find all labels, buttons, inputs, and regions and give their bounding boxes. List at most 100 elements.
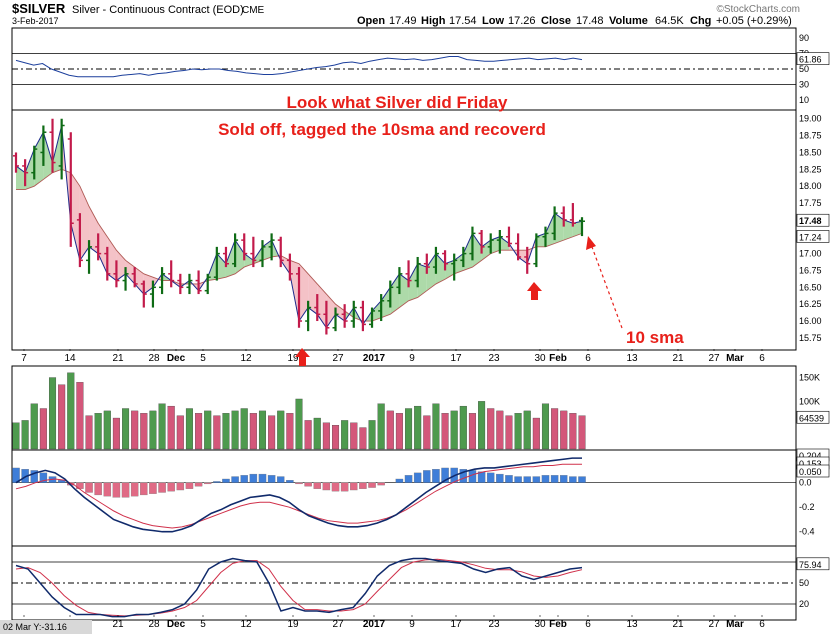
- axis-value-box: [796, 410, 830, 424]
- sma-band: [43, 132, 53, 180]
- macd-histogram-bar: [158, 482, 166, 493]
- volume-bar: [240, 408, 248, 450]
- price-bar: [451, 253, 458, 281]
- macd-histogram-bar: [304, 482, 312, 487]
- x-tick-label: 21: [672, 619, 684, 630]
- y-tick-label: 18.75: [799, 131, 822, 141]
- price-bar: [496, 230, 503, 254]
- y-tick-label: 17.48: [799, 216, 822, 226]
- macd-histogram-bar: [176, 482, 185, 491]
- volume-bar: [478, 401, 486, 450]
- y-tick-label: 50: [799, 578, 809, 588]
- sma-band: [134, 267, 144, 295]
- macd-histogram-bar: [222, 478, 230, 483]
- price-bar: [515, 233, 522, 261]
- volume-bar: [560, 410, 568, 450]
- volume-bar: [541, 403, 550, 450]
- sma-band: [225, 240, 236, 278]
- price-bar: [378, 294, 385, 322]
- x-tick-label: 12: [240, 353, 252, 364]
- volume-bar: [58, 384, 66, 450]
- volume-bar: [295, 398, 303, 450]
- sma-10-line: [16, 168, 583, 322]
- sma-band: [89, 206, 99, 254]
- price-bar: [332, 307, 339, 332]
- volume-bar: [322, 422, 330, 450]
- cursor-readout: 02 Mar Y:-31.16: [3, 622, 67, 632]
- macd-histogram-bar: [112, 482, 121, 498]
- macd-histogram-bar: [103, 482, 112, 497]
- sma-band: [107, 236, 117, 281]
- sma-band: [563, 219, 573, 241]
- volume-bar: [331, 425, 340, 450]
- macd-histogram-bar: [569, 476, 577, 483]
- sma-annotation: 10 sma: [626, 328, 684, 347]
- sma-band: [554, 213, 564, 244]
- volume-bar: [487, 408, 495, 450]
- price-bar: [460, 246, 467, 268]
- macd-histogram-bar: [413, 472, 422, 483]
- price-bar: [323, 300, 330, 335]
- up-arrow-icon: [295, 348, 310, 366]
- x-tick-label: 6: [759, 619, 765, 630]
- x-tick-label: 23: [488, 353, 500, 364]
- price-bar: [542, 226, 549, 247]
- price-bar: [423, 253, 430, 274]
- price-bar: [49, 118, 56, 173]
- macd-histogram-bar: [121, 482, 130, 498]
- volume-series: 100K 150K 64539: [12, 373, 830, 450]
- macd-histogram-bar: [468, 470, 477, 483]
- y-tick-label: 0.204: [799, 451, 822, 461]
- x-tick-label: 23: [488, 619, 500, 630]
- axis-value-box: [796, 230, 830, 243]
- price-bar: [442, 250, 449, 271]
- close-value: 17.48: [576, 15, 604, 27]
- macd-histogram-bar: [541, 475, 550, 483]
- macd-histogram-bar: [194, 482, 203, 487]
- sma-band: [335, 304, 345, 322]
- macd-panel: [11, 449, 797, 547]
- sma-band: [518, 250, 528, 264]
- volume-bar: [231, 410, 239, 450]
- x-tick-label: 27: [332, 353, 344, 364]
- y-tick-label: 18.25: [799, 164, 822, 174]
- symbol: $SILVER: [12, 1, 66, 16]
- open-label: Open: [357, 15, 385, 27]
- y-tick-label: 17.00: [799, 249, 822, 259]
- macd-histogram-bar: [140, 482, 148, 496]
- macd-histogram-bar: [505, 475, 513, 483]
- price-bar: [222, 246, 229, 268]
- y-tick-label: 61.86: [799, 55, 822, 65]
- volume-bar: [94, 413, 102, 450]
- price-bar: [359, 300, 366, 332]
- y-tick-label: 30: [799, 80, 809, 90]
- macd-histogram-bar: [477, 471, 486, 483]
- x-tick-label: Mar: [726, 619, 744, 630]
- x-tick-label: 13: [626, 353, 638, 364]
- x-tick-label: 14: [64, 353, 76, 364]
- y-tick-label: 17.75: [799, 198, 822, 208]
- x-tick-label: 12: [240, 619, 252, 630]
- low-label: Low: [482, 15, 504, 27]
- price-bar: [122, 267, 129, 291]
- price-bar: [314, 294, 321, 322]
- up-arrow-icon: [527, 282, 542, 300]
- volume-bar: [523, 410, 531, 450]
- volume-value: 64.5K: [655, 15, 684, 27]
- sma-band: [372, 300, 382, 322]
- macd-line: [15, 457, 582, 533]
- sma-band: [299, 263, 309, 322]
- sma-band: [572, 221, 582, 237]
- macd-histogram-bar: [532, 476, 541, 483]
- volume-bar: [103, 410, 111, 450]
- macd-histogram-bar: [350, 482, 358, 491]
- x-tick-label: 21: [112, 619, 124, 630]
- price-bar: [13, 152, 19, 173]
- y-tick-label: 16.50: [799, 282, 822, 292]
- macd-histogram-bar: [267, 475, 276, 483]
- x-tick-label: 28: [148, 619, 160, 630]
- y-tick-label: -0.2: [799, 502, 815, 512]
- volume-bar: [450, 410, 458, 450]
- macd-histogram-bar: [368, 482, 376, 488]
